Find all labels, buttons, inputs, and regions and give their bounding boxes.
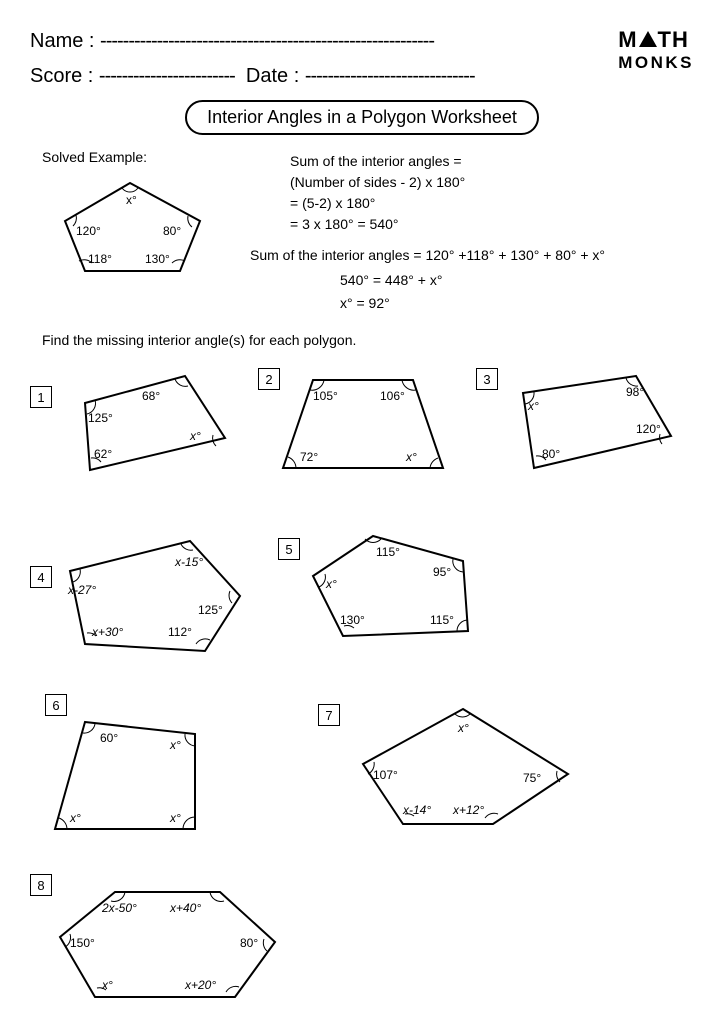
p4-a3: 125°: [198, 603, 223, 617]
problem-number-3: 3: [476, 368, 498, 390]
brand-logo: M TH MONKS: [618, 30, 694, 72]
p2-a3: 72°: [300, 450, 318, 464]
p5-a3: 95°: [433, 565, 451, 579]
problem-6: 6 60° x° x° x°: [30, 694, 220, 854]
problem-1: 1 68° 125° 62° x°: [30, 358, 240, 498]
problem-number-2: 2: [258, 368, 280, 390]
example-pentagon: x° 120° 80° 118° 130°: [30, 171, 230, 291]
title-wrap: Interior Angles in a Polygon Worksheet: [30, 100, 694, 135]
score-label: Score :: [30, 65, 93, 87]
p7-a2: 107°: [373, 768, 398, 782]
problem-number-1: 1: [30, 386, 52, 408]
p1-a4: x°: [189, 429, 201, 443]
p2-a1: 105°: [313, 389, 338, 403]
name-blank[interactable]: ----------------------------------------…: [100, 30, 434, 52]
p4-a4: x+30°: [91, 625, 123, 639]
problem-8: 8 2x-50° x+40° 150° 80° x° x+20°: [30, 872, 300, 1022]
problem-number-7: 7: [318, 704, 340, 726]
p8-a3: 150°: [70, 936, 95, 950]
calc-l2: 540° = 448° + x°: [340, 270, 694, 291]
p2-a2: 106°: [380, 389, 405, 403]
p3-a4: 80°: [542, 447, 560, 461]
p6-a3: x°: [69, 811, 81, 825]
ex-angle-120: 120°: [76, 224, 101, 238]
p4-a2: x-15°: [174, 555, 203, 569]
logo-th: TH: [658, 27, 689, 52]
date-label: Date :: [246, 65, 299, 87]
problem-number-6: 6: [45, 694, 67, 716]
example-left: Solved Example: x° 120° 80° 118° 130°: [30, 145, 260, 314]
formula-l4: = 3 x 180° = 540°: [290, 214, 694, 235]
p8-a2: x+40°: [169, 901, 201, 915]
calc-l3: x° = 92°: [340, 293, 694, 314]
p8-a5: x°: [101, 978, 113, 992]
example-section: Solved Example: x° 120° 80° 118° 130° Su…: [30, 145, 694, 314]
p5-a2: x°: [325, 577, 337, 591]
logo-m: M: [618, 27, 637, 52]
p3-a2: x°: [527, 399, 539, 413]
problem-number-5: 5: [278, 538, 300, 560]
p7-a3: 75°: [523, 771, 541, 785]
p6-a1: 60°: [100, 731, 118, 745]
problem-number-4: 4: [30, 566, 52, 588]
problem-number-8: 8: [30, 874, 52, 896]
problem-2: 2 105° 106° 72° x°: [258, 358, 458, 498]
ex-angle-80: 80°: [163, 224, 181, 238]
score-blank[interactable]: ------------------------: [99, 65, 235, 87]
p5-a5: 115°: [430, 613, 454, 627]
formula-block: Sum of the interior angles = (Number of …: [290, 151, 694, 235]
problem-3: 3 98° x° 120° 80°: [476, 358, 686, 498]
problem-4: 4 x-27° x-15° 125° x+30° 112°: [30, 516, 260, 676]
p7-a5: x+12°: [452, 803, 484, 817]
p1-a1: 68°: [142, 389, 160, 403]
p7-a4: x-14°: [402, 803, 431, 817]
p1-a2: 125°: [88, 411, 113, 425]
p4-a5: 112°: [168, 625, 192, 639]
p3-a3: 120°: [636, 422, 661, 436]
p8-a6: x+20°: [184, 978, 216, 992]
problems-grid: 1 68° 125° 62° x° 2 105° 106° 72° x° 3: [30, 358, 694, 1022]
name-line: Name : ---------------------------------…: [30, 30, 694, 53]
p5-a1: 115°: [376, 545, 400, 559]
p1-a3: 62°: [94, 447, 112, 461]
solved-example-label: Solved Example:: [42, 149, 260, 165]
p6-a4: x°: [169, 811, 181, 825]
p5-a4: 130°: [340, 613, 365, 627]
name-label: Name :: [30, 30, 94, 52]
worksheet-title: Interior Angles in a Polygon Worksheet: [185, 100, 539, 135]
logo-monks: MONKS: [618, 53, 694, 72]
formula-l1: Sum of the interior angles =: [290, 151, 694, 172]
p2-a4: x°: [405, 450, 417, 464]
problem-7: 7 x° 107° 75° x-14° x+12°: [318, 694, 598, 854]
ex-angle-130: 130°: [145, 252, 170, 266]
p3-a1: 98°: [626, 385, 644, 399]
p8-a4: 80°: [240, 936, 258, 950]
instruction: Find the missing interior angle(s) for e…: [42, 332, 694, 348]
date-blank[interactable]: ------------------------------: [305, 65, 475, 87]
worksheet-header: M TH MONKS Name : -----------------------…: [30, 30, 694, 88]
ex-angle-118: 118°: [88, 252, 112, 266]
logo-triangle-icon: [639, 31, 657, 47]
example-right: Sum of the interior angles = (Number of …: [280, 145, 694, 314]
formula-l3: = (5-2) x 180°: [290, 193, 694, 214]
p8-a1: 2x-50°: [101, 901, 137, 915]
p4-a1: x-27°: [67, 583, 96, 597]
p6-a2: x°: [169, 738, 181, 752]
p7-a1: x°: [457, 721, 469, 735]
score-date-line: Score : ------------------------ Date : …: [30, 65, 694, 88]
formula-l2: (Number of sides - 2) x 180°: [290, 172, 694, 193]
calc-l1: Sum of the interior angles = 120° +118° …: [250, 245, 694, 266]
ex-angle-x: x°: [126, 193, 137, 207]
problem-5: 5 115° x° 95° 130° 115°: [278, 516, 498, 676]
